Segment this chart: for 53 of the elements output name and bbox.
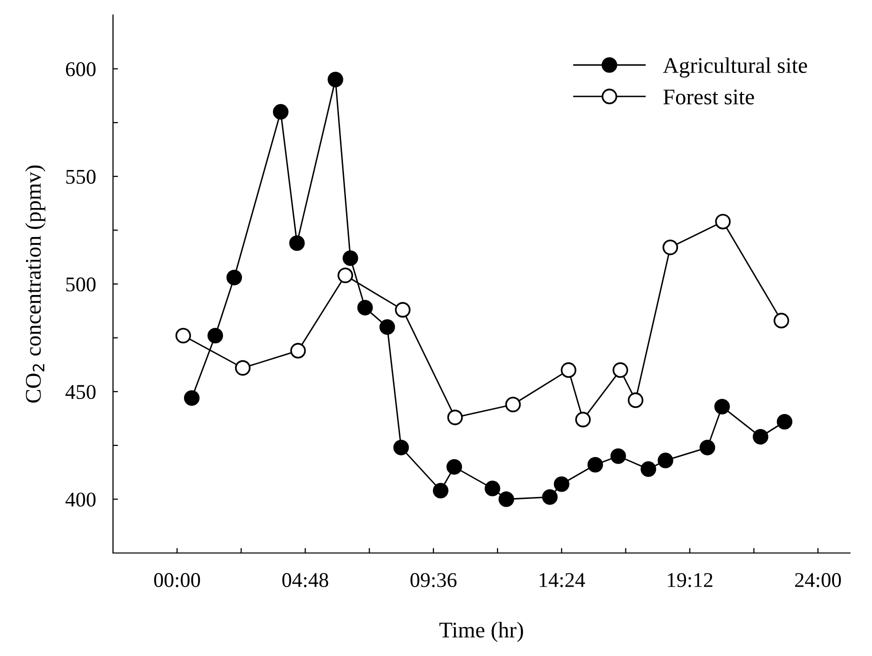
point [587, 456, 604, 473]
point [752, 429, 768, 445]
point [207, 328, 224, 344]
point [272, 104, 288, 120]
point [226, 270, 242, 286]
point [776, 414, 792, 430]
y-tick-label: 550 [66, 170, 96, 184]
point [432, 482, 448, 498]
point [612, 362, 628, 378]
point [715, 214, 731, 230]
point [446, 459, 462, 475]
point [700, 440, 716, 456]
y-tick-label: 600 [66, 62, 96, 76]
legend-label: Agricultural site [662, 57, 808, 78]
x-tick-label: 14:24 [540, 573, 586, 588]
x-tick-label: 00:00 [154, 573, 200, 588]
point [498, 491, 514, 507]
point [447, 410, 463, 426]
point [658, 452, 674, 468]
x-tick-label: 24:00 [795, 573, 841, 588]
point [505, 396, 521, 412]
point [560, 362, 576, 378]
y-tick-label: 500 [66, 277, 96, 292]
x-tick-label: 04:48 [282, 573, 328, 588]
y-axis-title: CO$_{2}$ concentration (ppmv) [25, 165, 46, 403]
point [357, 300, 373, 316]
point [328, 72, 344, 88]
point [393, 440, 409, 456]
point [342, 250, 358, 266]
point [542, 489, 558, 505]
x-tick-label: 09:36 [410, 573, 457, 588]
point [234, 360, 251, 376]
y-tick-label: 450 [65, 384, 96, 400]
point [575, 412, 591, 428]
point [628, 392, 644, 408]
x-tick-label: 19:12 [668, 573, 712, 588]
point [640, 461, 656, 477]
point [714, 398, 730, 414]
point [338, 268, 354, 284]
y-tick-label: 400 [65, 492, 96, 507]
point [554, 476, 570, 492]
point [175, 328, 192, 344]
point [290, 342, 306, 358]
point [610, 448, 626, 464]
point [184, 390, 200, 406]
x-axis-title: Time (hr) [439, 622, 524, 642]
point [394, 302, 411, 318]
legend-label: Forest site [663, 90, 754, 104]
point [662, 240, 678, 256]
point [484, 480, 500, 496]
point [289, 235, 305, 251]
point [379, 319, 396, 335]
point [774, 312, 790, 328]
